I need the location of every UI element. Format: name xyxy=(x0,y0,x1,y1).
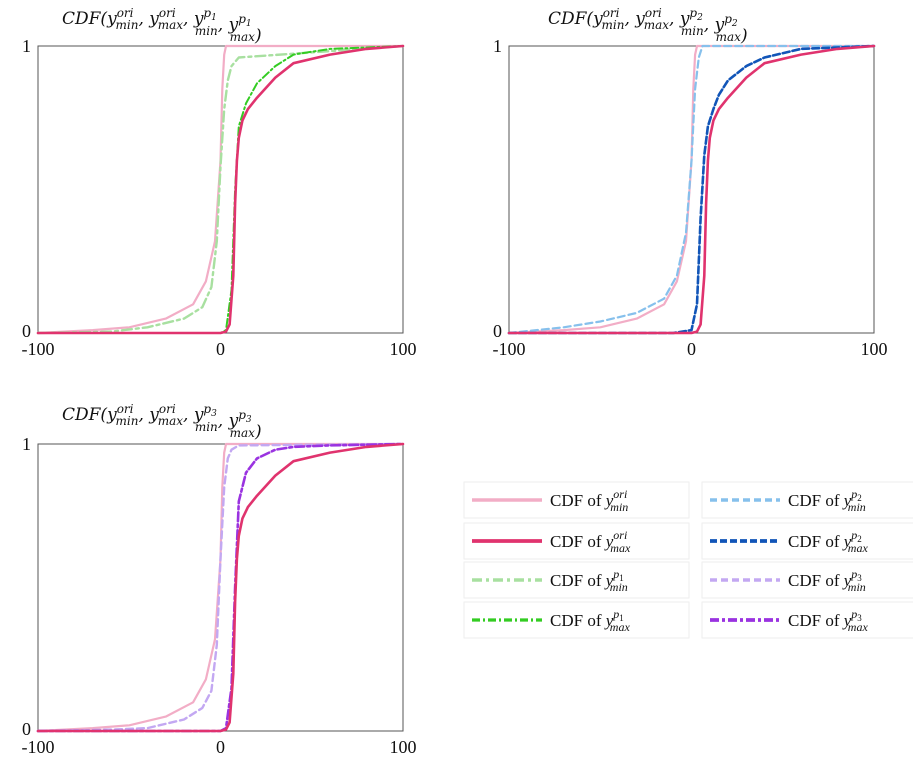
x-tick-label: -100 xyxy=(493,339,526,359)
series-line-p1-min xyxy=(36,44,405,335)
legend-item-p2-min: CDF of yp2 min xyxy=(701,481,913,519)
chart-title: CDF(yori min, yori max, yp2 min, yp2 max) xyxy=(548,6,748,46)
chart-panel-3: CDF(yori min, yori max, yp3 min, yp3 max)10-… xyxy=(22,402,417,757)
legend-label: CDF of yp1 min xyxy=(550,567,628,594)
chart-panel-1: CDF(yori min, yori max, yp1 min, yp1 max)10-… xyxy=(22,6,417,359)
legend-label: CDF of yp3 min xyxy=(788,567,866,594)
legend-label: CDF of yp2 min xyxy=(788,487,866,514)
series-line-p2-min xyxy=(507,44,876,335)
legend-label: CDF of yp2 max xyxy=(788,528,868,555)
chart-title: CDF(yori min, yori max, yp1 min, yp1 max) xyxy=(62,6,262,46)
legend-item-p1-max: CDF of yp1 max xyxy=(463,601,690,639)
x-tick-label: 0 xyxy=(216,339,225,359)
y-tick-label: 0 xyxy=(22,321,31,341)
legend-item-ori-min: CDF of yori min xyxy=(463,481,690,519)
legend-label: CDF of yori max xyxy=(550,528,631,555)
legend-item-p3-max: CDF of yp3 max xyxy=(701,601,913,639)
legend-item-ori-max: CDF of yori max xyxy=(463,522,690,560)
legend-item-p3-min: CDF of yp3 min xyxy=(701,561,913,599)
x-tick-label: -100 xyxy=(22,737,55,757)
y-tick-label: 1 xyxy=(22,36,31,56)
series-line-p3-min xyxy=(36,442,405,733)
x-tick-label: -100 xyxy=(22,339,55,359)
x-tick-label: 100 xyxy=(390,339,417,359)
legend: CDF of yori min CDF of yp2 min CDF of yori ma… xyxy=(463,481,913,639)
series-line-ori-min xyxy=(507,44,876,335)
y-tick-label: 0 xyxy=(22,719,31,739)
series-line-ori-max xyxy=(507,44,876,335)
x-tick-label: 0 xyxy=(216,737,225,757)
legend-label: CDF of yori min xyxy=(550,487,628,514)
legend-label: CDF of yp3 max xyxy=(788,607,868,634)
y-tick-label: 0 xyxy=(493,321,502,341)
plot-frame xyxy=(37,443,404,732)
series-line-ori-max xyxy=(36,442,405,733)
legend-label: CDF of yp1 max xyxy=(550,607,630,634)
x-tick-label: 100 xyxy=(390,737,417,757)
y-tick-label: 1 xyxy=(22,434,31,454)
series-line-ori-min xyxy=(36,44,405,335)
legend-item-p1-min: CDF of yp1 min xyxy=(463,561,690,599)
chart-panel-2: CDF(yori min, yori max, yp2 min, yp2 max)10-… xyxy=(493,6,888,359)
plot-frame xyxy=(508,45,875,334)
x-tick-label: 100 xyxy=(861,339,888,359)
series-line-ori-max xyxy=(36,44,405,335)
series-line-p2-max xyxy=(507,44,876,335)
x-tick-label: 0 xyxy=(687,339,696,359)
series-line-ori-min xyxy=(36,442,405,733)
chart-title: CDF(yori min, yori max, yp3 min, yp3 max) xyxy=(62,402,262,442)
y-tick-label: 1 xyxy=(493,36,502,56)
legend-item-p2-max: CDF of yp2 max xyxy=(701,522,913,560)
series-line-p3-max xyxy=(36,442,405,733)
